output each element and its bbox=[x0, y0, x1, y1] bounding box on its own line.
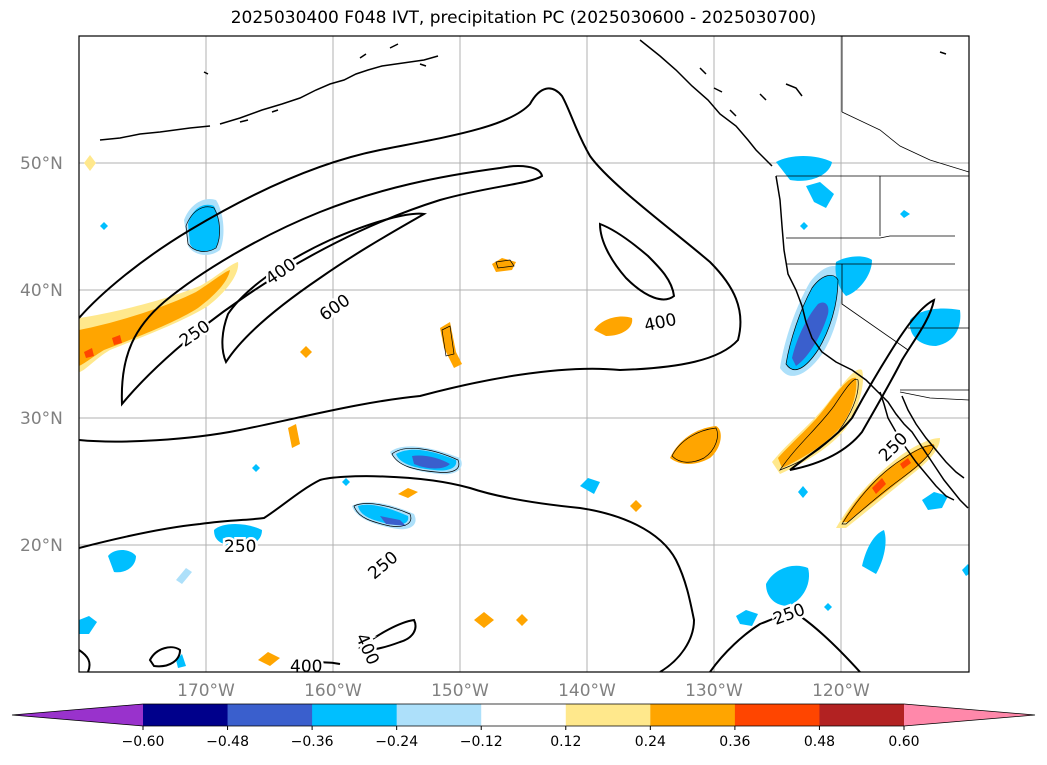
lon-label: 160°W bbox=[304, 681, 362, 701]
ivt-contour-400-south bbox=[289, 618, 417, 672]
precip-negative-patch bbox=[835, 256, 872, 296]
colorbar-tick-label: 0.12 bbox=[550, 734, 581, 750]
bc-islands bbox=[699, 51, 947, 117]
precip-negative-patch bbox=[922, 492, 948, 510]
state-borders bbox=[786, 36, 969, 391]
precip-patch-outlines bbox=[185, 206, 935, 527]
ivt-contour-250-south bbox=[79, 475, 696, 672]
precip-positive-patch bbox=[84, 335, 122, 358]
precip-negative-patch bbox=[108, 550, 136, 573]
precip-positive-patch bbox=[300, 346, 312, 358]
precip-negative-patch bbox=[412, 455, 450, 469]
colorbar-tick-label: 0.36 bbox=[719, 734, 750, 750]
lon-label: 130°W bbox=[685, 681, 743, 701]
precip-positive-patch bbox=[842, 444, 934, 522]
precip-positive-patch bbox=[440, 322, 462, 368]
precip-negative-patch bbox=[776, 156, 832, 181]
gridlines bbox=[79, 36, 969, 672]
lon-label: 140°W bbox=[558, 681, 616, 701]
contour-label: 250 bbox=[365, 548, 403, 584]
lat-label: 50°N bbox=[20, 154, 63, 174]
colorbar-segment bbox=[227, 704, 313, 726]
lat-label: 20°N bbox=[20, 536, 63, 556]
colorbar-segment bbox=[312, 704, 398, 726]
colorbar: −0.60 −0.48 −0.36 −0.24 −0.12 0.12 0.24 0.36 0.4… bbox=[11, 703, 1036, 750]
longitude-labels: 170°W 160°W 150°W 140°W 130°W 120°W bbox=[177, 681, 870, 701]
precip-negative-patch bbox=[79, 616, 97, 634]
precip-positive-patch bbox=[516, 614, 528, 626]
lon-label: 150°W bbox=[431, 681, 489, 701]
map-title: 2025030400 F048 IVT, precipitation PC (2… bbox=[230, 8, 817, 28]
precip-positive-patch bbox=[258, 652, 280, 666]
contour-label: 400 bbox=[642, 310, 678, 336]
precip-negative-patch bbox=[176, 568, 192, 584]
latitude-labels: 50°N 40°N 30°N 20°N bbox=[20, 154, 63, 556]
colorbar-extend-min bbox=[12, 704, 143, 726]
precip-positive-patch bbox=[492, 258, 516, 272]
colorbar-segment bbox=[143, 704, 229, 726]
precip-positive-patch bbox=[288, 424, 300, 448]
colorbar-segment bbox=[819, 704, 905, 726]
contour-label: 400 bbox=[262, 254, 300, 289]
lat-label: 30°N bbox=[20, 409, 63, 429]
colorbar-tick-label: 0.24 bbox=[635, 734, 666, 750]
lon-label: 120°W bbox=[812, 681, 870, 701]
ivt-contour-600 bbox=[221, 212, 427, 365]
positive-anomaly-patches bbox=[79, 155, 940, 666]
alaska-peninsula-islands bbox=[203, 43, 427, 123]
ivt-contour-250 bbox=[79, 87, 742, 443]
colorbar-extend-max bbox=[904, 704, 1035, 726]
precip-positive-patch bbox=[594, 316, 633, 336]
precip-negative-patch bbox=[862, 530, 886, 574]
precip-positive-patch bbox=[778, 377, 857, 468]
map-frame bbox=[78, 35, 970, 673]
precip-positive-patch bbox=[474, 612, 494, 628]
colorbar-segment bbox=[650, 704, 736, 726]
us-mexico-border bbox=[899, 391, 969, 401]
precip-positive-patch bbox=[398, 488, 418, 498]
precip-negative-patch bbox=[736, 610, 758, 626]
colorbar-tick-label: −0.24 bbox=[375, 734, 418, 750]
ivt-contour-small bbox=[79, 646, 182, 672]
colorbar-tick-label: 0.60 bbox=[888, 734, 919, 750]
precip-negative-patch bbox=[806, 182, 834, 208]
colorbar-segment bbox=[396, 704, 482, 726]
contour-label: 250 bbox=[176, 316, 214, 351]
us-west-coast bbox=[775, 175, 969, 509]
coastlines bbox=[99, 39, 969, 509]
ivt-contour-400 bbox=[120, 165, 544, 407]
precip-positive-patch bbox=[872, 458, 911, 494]
alaska-coast bbox=[99, 55, 439, 141]
lat-label: 40°N bbox=[20, 281, 63, 301]
lon-label: 170°W bbox=[177, 681, 235, 701]
ivt-contour-400-east bbox=[598, 222, 676, 301]
colorbar-segment bbox=[565, 704, 651, 726]
panhandle-coast bbox=[639, 39, 773, 167]
precip-negative-patch bbox=[580, 478, 600, 494]
precip-negative-patch bbox=[766, 565, 810, 606]
contour-label: 250 bbox=[771, 600, 808, 630]
colorbar-segment bbox=[734, 704, 820, 726]
political-borders bbox=[776, 36, 969, 401]
precip-negative-patch bbox=[380, 516, 406, 526]
precip-positive-patch bbox=[84, 155, 96, 171]
ivt-contours bbox=[79, 87, 936, 672]
colorbar-tick-label: −0.60 bbox=[122, 734, 165, 750]
colorbar-tick-label: 0.48 bbox=[804, 734, 835, 750]
contour-label: 600 bbox=[316, 290, 354, 325]
contour-label: 250 bbox=[224, 537, 256, 557]
colorbar-segment bbox=[481, 704, 567, 726]
colorbar-tick-label: −0.36 bbox=[291, 734, 334, 750]
baja-peninsula bbox=[879, 391, 965, 501]
colorbar-tick-label: −0.48 bbox=[206, 734, 249, 750]
precip-negative-patch bbox=[909, 308, 961, 346]
ivt-contour-250-southeast bbox=[709, 612, 861, 672]
colorbar-tick-label: −0.12 bbox=[460, 734, 503, 750]
precip-negative-patch bbox=[214, 524, 262, 547]
precip-positive-patch bbox=[630, 500, 642, 512]
ivt-contour-400-cal bbox=[789, 298, 936, 471]
contour-label: 400 bbox=[290, 657, 322, 677]
precip-positive-patch bbox=[670, 426, 721, 464]
